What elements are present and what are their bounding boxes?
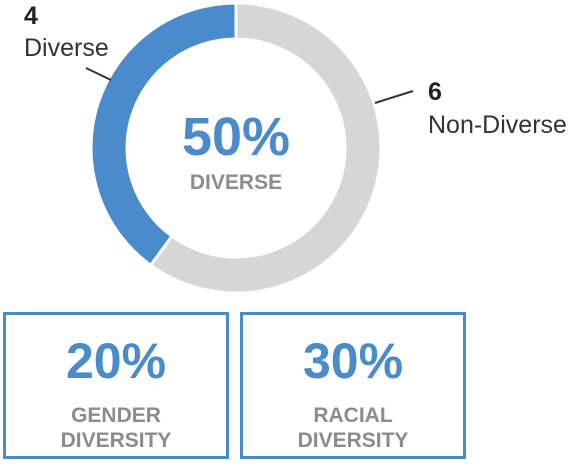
gender-diversity-label-line1: GENDER bbox=[71, 404, 161, 427]
donut-chart: 4 Diverse 6 Non-Diverse 50% DIVERSE bbox=[24, 1, 567, 295]
slice-diverse bbox=[89, 1, 238, 268]
diverse-label: Diverse bbox=[24, 34, 109, 62]
center-label: DIVERSE bbox=[190, 171, 282, 194]
racial-diversity-value: 30% bbox=[302, 333, 404, 389]
donut-slices bbox=[89, 1, 383, 295]
center-value: 50% bbox=[182, 107, 290, 167]
non-diverse-leader-line bbox=[374, 90, 414, 104]
slice-non-diverse bbox=[148, 1, 383, 295]
non-diverse-label: Non-Diverse bbox=[428, 111, 567, 139]
non-diverse-count: 6 bbox=[428, 78, 442, 106]
gender-diversity-value: 20% bbox=[65, 333, 167, 389]
racial-diversity-label: RACIAL DIVERSITY bbox=[243, 403, 463, 453]
diverse-leader-line bbox=[85, 67, 112, 81]
racial-diversity-label-line2: DIVERSITY bbox=[297, 429, 409, 452]
racial-diversity-card: 30% RACIAL DIVERSITY bbox=[240, 312, 466, 459]
gender-diversity-label-line2: DIVERSITY bbox=[60, 429, 172, 452]
diverse-count: 4 bbox=[24, 2, 38, 30]
racial-diversity-label-line1: RACIAL bbox=[313, 404, 393, 427]
gender-diversity-card: 20% GENDER DIVERSITY bbox=[3, 312, 229, 459]
gender-diversity-label: GENDER DIVERSITY bbox=[6, 403, 226, 453]
